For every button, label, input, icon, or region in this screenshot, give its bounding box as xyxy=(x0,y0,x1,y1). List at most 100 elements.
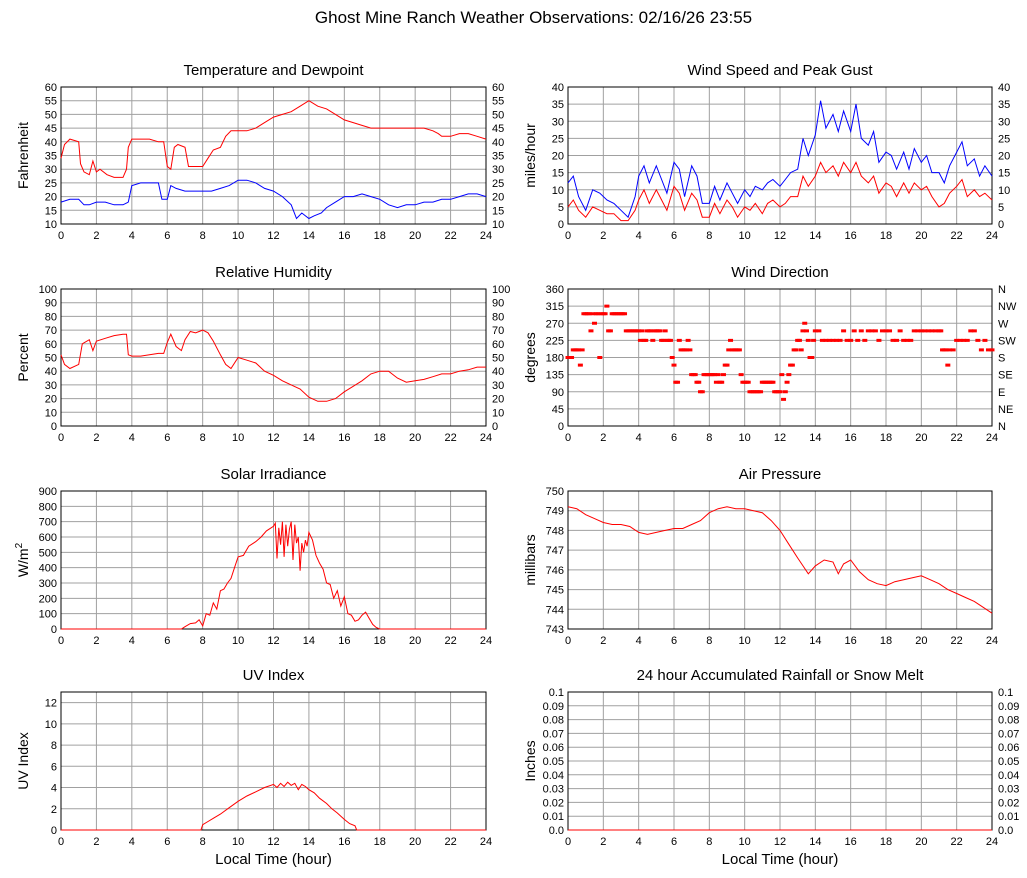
wdir-point xyxy=(719,380,725,384)
rain-xtick: 10 xyxy=(739,836,751,848)
wind-xtick: 10 xyxy=(739,230,751,242)
rh-ytick: 40 xyxy=(45,366,57,378)
wdir-point xyxy=(911,329,917,333)
wdir-point xyxy=(592,321,597,325)
temp-ytick: 60 xyxy=(45,82,57,94)
rain-ytick: 0.08 xyxy=(543,715,564,727)
wdir-point xyxy=(687,348,693,352)
wdir-point xyxy=(724,363,730,367)
uv-xtick: 4 xyxy=(129,836,135,848)
rh-xtick: 10 xyxy=(232,432,244,444)
wdir-point xyxy=(650,338,656,342)
temp-ylabel-text: Fahrenheit xyxy=(15,122,31,189)
wdir-xtick: 2 xyxy=(600,432,606,444)
pressure-xtick: 22 xyxy=(951,635,963,647)
wind-xtick: 18 xyxy=(880,230,892,242)
wdir-point xyxy=(713,380,719,384)
wdir-ytick: 135 xyxy=(546,370,564,382)
solar-ytick: 200 xyxy=(39,593,57,605)
wdir-ytick: 90 xyxy=(552,387,564,399)
rain-ytick: 0.0 xyxy=(549,825,564,837)
wdir-point xyxy=(781,397,787,401)
solar-ytick: 300 xyxy=(39,578,57,590)
wdir-point xyxy=(887,329,893,333)
wdir-point xyxy=(802,321,808,325)
temp-right-tick: 60 xyxy=(492,82,504,94)
wdir-point xyxy=(985,348,991,352)
wdir-point xyxy=(862,338,868,342)
wdir-xtick: 14 xyxy=(809,432,821,444)
pressure-ylabel-text: millibars xyxy=(522,534,538,585)
wdir-point xyxy=(844,338,850,342)
wdir-point xyxy=(648,329,654,333)
rh-ylabel: Percent xyxy=(15,333,31,381)
wdir-point xyxy=(726,348,732,352)
wdir-xtick: 12 xyxy=(774,432,786,444)
uv-ytick: 6 xyxy=(51,761,57,773)
wdir-point xyxy=(662,329,668,333)
temp-right-tick: 35 xyxy=(492,151,504,163)
rh-xtick: 18 xyxy=(374,432,386,444)
wind-ytick: 35 xyxy=(552,99,564,111)
wdir-point xyxy=(712,373,718,377)
wind-right-tick: 40 xyxy=(998,82,1010,94)
solar-xtick: 6 xyxy=(164,635,170,647)
rh-ytick: 70 xyxy=(45,325,57,337)
wdir-point xyxy=(890,338,896,342)
rh-right-tick: 90 xyxy=(492,298,504,310)
wind-series-line xyxy=(567,161,993,222)
wdir-point xyxy=(789,363,795,367)
page-title: Ghost Mine Ranch Weather Observations: 0… xyxy=(314,8,753,27)
rh-title: Relative Humidity xyxy=(215,264,332,281)
wdir-xtick: 8 xyxy=(706,432,712,444)
solar-ytick: 900 xyxy=(39,486,57,498)
wdir-point xyxy=(929,329,935,333)
wdir-point xyxy=(588,329,594,333)
wdir-point xyxy=(676,338,682,342)
uv-xtick: 6 xyxy=(164,836,170,848)
temp-frame xyxy=(60,86,487,225)
uv-ylabel-text: UV Index xyxy=(15,732,31,790)
wdir-point xyxy=(826,338,832,342)
temp-title: Temperature and Dewpoint xyxy=(183,62,364,79)
wdir-xtick: 24 xyxy=(986,432,998,444)
rain-right-tick: 0.07 xyxy=(998,728,1019,740)
rh-xtick: 16 xyxy=(338,432,350,444)
uv-xtick: 10 xyxy=(232,836,244,848)
wind-ytick: 25 xyxy=(552,133,564,145)
temp-xtick: 12 xyxy=(267,230,279,242)
wind-ytick: 10 xyxy=(552,185,564,197)
wdir-right-tick: S xyxy=(998,353,1005,365)
wdir-point xyxy=(728,338,734,342)
rain-xlabel: Local Time (hour) xyxy=(722,851,839,868)
wdir-point xyxy=(579,348,585,352)
wdir-point xyxy=(855,338,861,342)
wdir-point xyxy=(968,329,974,333)
wdir-point xyxy=(811,338,817,342)
wdir-point xyxy=(779,373,785,377)
wdir-point xyxy=(908,338,914,342)
rh-right-tick: 10 xyxy=(492,407,504,419)
rh-ytick: 100 xyxy=(39,284,57,296)
temp-ytick: 30 xyxy=(45,164,57,176)
rain-ytick: 0.05 xyxy=(543,756,564,768)
wind-xtick: 22 xyxy=(951,230,963,242)
solar-xtick: 12 xyxy=(267,635,279,647)
rh-ytick: 20 xyxy=(45,394,57,406)
uv-title: UV Index xyxy=(243,667,305,684)
uv-xtick: 14 xyxy=(303,836,315,848)
temp-right-tick: 45 xyxy=(492,123,504,135)
wdir-point xyxy=(954,338,960,342)
temp-xtick: 8 xyxy=(200,230,206,242)
rh-right-tick: 70 xyxy=(492,325,504,337)
pressure-xtick: 24 xyxy=(986,635,998,647)
wind-right-tick: 5 xyxy=(998,202,1004,214)
wdir-point xyxy=(777,390,783,394)
rain-xtick: 8 xyxy=(706,836,712,848)
rh-ytick: 60 xyxy=(45,339,57,351)
temp-right-tick: 50 xyxy=(492,109,504,121)
wdir-point xyxy=(639,329,645,333)
temp-ylabel: Fahrenheit xyxy=(15,122,31,189)
wdir-point xyxy=(943,348,949,352)
temp-xtick: 0 xyxy=(58,230,64,242)
